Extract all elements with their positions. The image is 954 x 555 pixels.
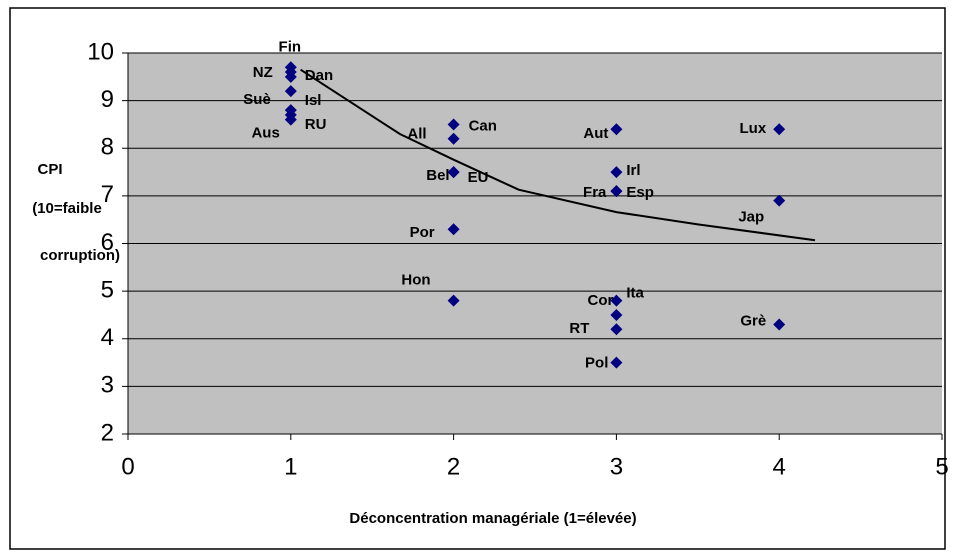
point-label: EU <box>468 169 489 186</box>
y-tick-label: 5 <box>101 276 114 303</box>
marker <box>773 318 786 331</box>
point-label: Bel <box>426 167 449 184</box>
y-tick-label: 3 <box>101 372 114 399</box>
marker <box>284 85 297 98</box>
marker <box>610 123 623 136</box>
x-axis-title: Déconcentration managériale (1=élevée) <box>349 510 636 527</box>
marker <box>447 132 460 145</box>
point-label: Fra <box>583 184 607 201</box>
marker <box>284 70 297 83</box>
x-tick-label: 1 <box>284 453 297 480</box>
marker <box>610 294 623 307</box>
point-label: Grè <box>740 312 766 329</box>
y-tick-label: 10 <box>87 38 114 65</box>
x-tick-label: 3 <box>610 453 623 480</box>
point-label: Ita <box>626 285 644 302</box>
point-label: Aut <box>583 125 608 142</box>
point-label: Pol <box>585 355 608 372</box>
y-tick-label: 9 <box>101 86 114 113</box>
point-label: Can <box>469 117 497 134</box>
point-label: Cor <box>588 292 614 309</box>
marker <box>610 323 623 336</box>
marker <box>610 308 623 321</box>
y-tick-label: 6 <box>101 229 114 256</box>
trend-line <box>300 68 816 242</box>
y-axis-title: (10=faible <box>32 200 102 217</box>
point-label: RT <box>569 320 589 337</box>
y-tick-label: 7 <box>101 181 114 208</box>
marker <box>610 185 623 198</box>
y-axis-title: corruption) <box>40 247 120 264</box>
y-axis-title: CPI <box>37 161 62 178</box>
marker <box>773 194 786 207</box>
point-label: Hon <box>401 272 430 289</box>
marker <box>610 356 623 369</box>
point-label: RU <box>305 116 327 133</box>
point-label: Aus <box>251 125 279 142</box>
point-label: NZ <box>253 64 273 81</box>
y-tick-label: 2 <box>101 419 114 446</box>
y-tick-label: 4 <box>101 324 114 351</box>
marker <box>447 223 460 236</box>
point-label: Esp <box>626 184 654 201</box>
point-label: Fin <box>279 38 302 55</box>
x-tick-label: 5 <box>935 453 948 480</box>
point-label: All <box>407 126 426 143</box>
x-tick-label: 4 <box>773 453 786 480</box>
marker <box>447 294 460 307</box>
marker <box>610 166 623 179</box>
marker <box>284 113 297 126</box>
point-label: Por <box>410 224 435 241</box>
x-tick-label: 0 <box>121 453 134 480</box>
point-label: Suè <box>243 91 271 108</box>
y-tick-label: 8 <box>101 134 114 161</box>
x-tick-label: 2 <box>447 453 460 480</box>
marker <box>447 118 460 131</box>
point-label: Dan <box>305 67 333 84</box>
point-label: Irl <box>626 162 640 179</box>
point-label: Isl <box>305 92 322 109</box>
point-label: Lux <box>740 120 767 137</box>
point-label: Jap <box>738 209 764 226</box>
marker <box>773 123 786 136</box>
marker <box>447 166 460 179</box>
